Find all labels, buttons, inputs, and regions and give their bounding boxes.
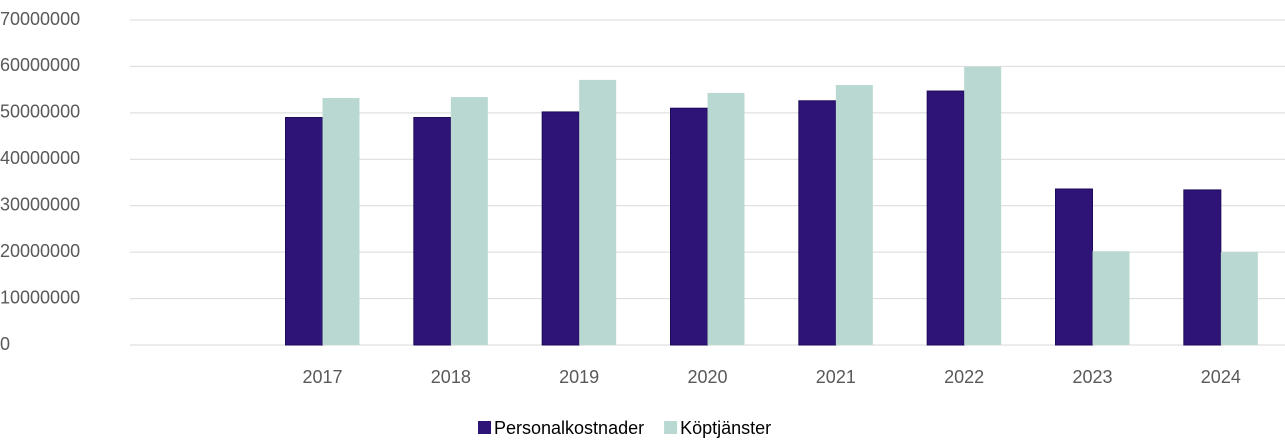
x-tick-label: 2020 — [687, 367, 727, 387]
y-tick-label: 40000000 — [0, 148, 80, 168]
legend-swatch — [478, 421, 491, 434]
y-tick-label: 60000000 — [0, 55, 80, 75]
bar — [1183, 189, 1222, 346]
y-tick-label: 30000000 — [0, 194, 80, 214]
y-tick-label: 50000000 — [0, 102, 80, 122]
y-tick-label: 0 — [0, 334, 10, 354]
bar — [413, 117, 452, 346]
bar — [926, 90, 965, 346]
x-tick-label: 2021 — [816, 367, 856, 387]
x-tick-label: 2018 — [431, 367, 471, 387]
bar — [450, 97, 488, 345]
bar — [835, 85, 873, 345]
bar — [964, 66, 1002, 346]
x-tick-label: 2024 — [1201, 367, 1241, 387]
bar — [1092, 251, 1130, 345]
x-tick-label: 2022 — [944, 367, 984, 387]
y-tick-label: 20000000 — [0, 241, 80, 261]
bar — [670, 107, 708, 346]
bar — [322, 98, 360, 345]
y-tick-label: 10000000 — [0, 287, 80, 307]
x-tick-label: 2023 — [1072, 367, 1112, 387]
bar — [707, 92, 745, 346]
legend-label: Köptjänster — [680, 418, 771, 438]
legend-swatch — [664, 421, 678, 434]
x-tick-label: 2019 — [559, 367, 599, 387]
legend-label: Personalkostnader — [494, 418, 644, 438]
x-tick-label: 2017 — [302, 367, 342, 387]
y-tick-label: 70000000 — [0, 9, 80, 29]
bar — [285, 117, 323, 346]
bar — [1055, 188, 1093, 346]
bar — [798, 100, 837, 346]
bar — [1220, 252, 1258, 345]
bar — [541, 111, 580, 346]
bar — [579, 79, 617, 346]
